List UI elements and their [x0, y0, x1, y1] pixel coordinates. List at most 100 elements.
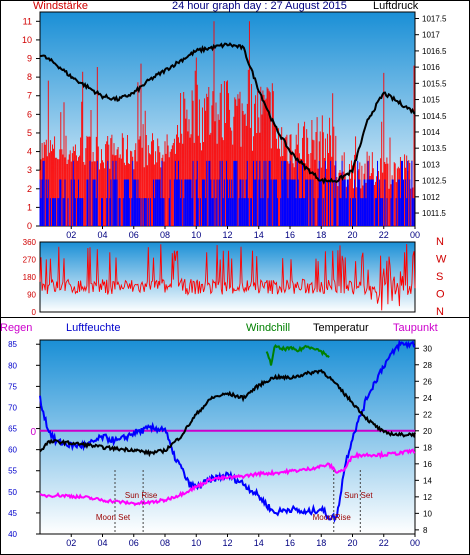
- dir-compass-label: N: [436, 236, 444, 248]
- y-left-tick-label: 11: [23, 16, 32, 26]
- x-tick-label: 08: [160, 538, 170, 548]
- temp-y-right-label: 26: [423, 377, 432, 386]
- wind-direction-line: [39, 243, 416, 311]
- y-right-tick-label: 1013.5: [422, 144, 447, 153]
- x-tick-label: 12: [222, 230, 232, 240]
- rain-zero-label: 0: [30, 427, 36, 438]
- y-right-tick-label: 1012.5: [422, 177, 447, 186]
- temp-y-left-label: 70: [8, 403, 17, 412]
- y-left-tick-label: 0: [27, 221, 32, 231]
- temp-y-left-label: 60: [8, 446, 17, 455]
- y-left-tick-label: 3: [27, 165, 32, 175]
- dir-compass-label: W: [436, 254, 447, 266]
- dir-y-tick-label: 90: [27, 291, 36, 300]
- temp-y-left-label: 55: [8, 467, 17, 476]
- x-tick-label: 22: [379, 230, 389, 240]
- temp-y-left-label: 85: [8, 340, 17, 349]
- dir-compass-label: S: [436, 271, 443, 283]
- dir-y-tick-label: 180: [23, 273, 37, 282]
- temp-y-right-label: 18: [423, 443, 432, 452]
- legend-taupunkt: Taupunkt: [393, 322, 438, 334]
- x-tick-label: 04: [97, 230, 107, 240]
- temp-y-right-label: 14: [423, 476, 432, 485]
- legend-luftfeuchte: Luftfeuchte: [66, 322, 120, 334]
- temp-y-left-label: 65: [8, 425, 17, 434]
- y-left-tick-label: 7: [27, 91, 32, 101]
- y-left-tick-label: 8: [27, 72, 32, 82]
- wind-speed-bars: [39, 160, 415, 226]
- x-tick-label: 08: [160, 230, 170, 240]
- temp-y-right-label: 30: [423, 344, 432, 353]
- temp-y-right-label: 28: [423, 361, 432, 370]
- series-windchill-line: [265, 344, 330, 366]
- temp-y-right-label: 10: [423, 509, 432, 518]
- y-right-tick-label: 1015.5: [422, 79, 447, 88]
- x-tick-label: 18: [316, 230, 326, 240]
- y-right-tick-label: 1017: [422, 31, 440, 40]
- temp-y-left-label: 40: [8, 530, 17, 539]
- temp-y-left-label: 80: [8, 361, 17, 370]
- y-right-tick-label: 1014: [422, 128, 440, 137]
- y-left-tick-label: 5: [27, 128, 32, 138]
- dir-y-tick-label: 0: [32, 308, 37, 317]
- temp-y-right-label: 8: [423, 526, 428, 535]
- x-tick-label: 02: [66, 538, 76, 548]
- x-tick-label: 20: [347, 230, 357, 240]
- x-tick-label: 14: [254, 230, 264, 240]
- x-tick-label: 18: [316, 538, 326, 548]
- temp-y-left-label: 45: [8, 509, 17, 518]
- astro-annotation: Moon Rise: [313, 513, 352, 522]
- pressure-line: [40, 42, 416, 185]
- y-right-tick-label: 1011.5: [422, 209, 446, 218]
- temp-y-right-label: 16: [423, 460, 432, 469]
- y-right-tick-label: 1013: [422, 160, 440, 169]
- y-right-tick-label: 1017.5: [422, 14, 447, 23]
- y-left-tick-label: 6: [27, 109, 32, 119]
- x-tick-label: 10: [191, 538, 201, 548]
- dir-y-tick-label: 360: [23, 238, 37, 247]
- temp-y-right-label: 12: [423, 493, 432, 502]
- series-taupunkt-line: [39, 448, 416, 507]
- legend-temperatur: Temperatur: [313, 322, 369, 334]
- y-left-tick-label: 4: [27, 147, 32, 157]
- astro-annotation: Sun Rise: [125, 491, 158, 500]
- chart-layer: 012345678910111011.510121012.510131013.5…: [8, 14, 447, 548]
- dir-compass-label: N: [436, 306, 444, 318]
- temp-y-left-label: 75: [8, 382, 17, 391]
- x-tick-label: 04: [97, 538, 107, 548]
- x-tick-label: 10: [191, 230, 201, 240]
- series-temperatur-line: [39, 368, 416, 458]
- legend-regen: Regen: [0, 322, 32, 334]
- y-right-tick-label: 1015: [422, 96, 440, 105]
- dir-y-tick-label: 270: [23, 256, 37, 265]
- temp-y-right-label: 22: [423, 410, 432, 419]
- astro-annotation: Moon Set: [96, 513, 131, 522]
- center-title: 24 hour graph day : 27 August 2015: [172, 0, 347, 12]
- dir-compass-label: O: [436, 289, 445, 301]
- y-right-tick-label: 1014.5: [422, 112, 447, 121]
- y-right-tick-label: 1016.5: [422, 47, 447, 56]
- x-tick-label: 16: [285, 538, 295, 548]
- y-right-tick-label: 1016: [422, 63, 440, 72]
- series-luftfeuchte-line: [39, 339, 416, 524]
- x-tick-label: 06: [129, 538, 139, 548]
- legend-windchill: Windchill: [246, 322, 290, 334]
- x-tick-label: 20: [347, 538, 357, 548]
- x-tick-label: 06: [129, 230, 139, 240]
- y-left-tick-label: 2: [27, 184, 32, 194]
- x-tick-label: 22: [379, 538, 389, 548]
- temp-plot-area: [39, 339, 416, 535]
- y-left-tick-label: 10: [22, 35, 32, 45]
- x-tick-label: 02: [66, 230, 76, 240]
- y-right-tick-label: 1012: [422, 193, 440, 202]
- y-left-tick-label: 1: [27, 202, 32, 212]
- left-title: Windstärke: [33, 0, 88, 12]
- astro-annotation: Sun Set: [344, 491, 373, 500]
- temp-y-left-label: 50: [8, 488, 17, 497]
- right-title: Luftdruck: [373, 0, 419, 12]
- x-tick-label: 12: [222, 538, 232, 548]
- temp-y-right-label: 20: [423, 427, 432, 436]
- x-tick-label: 16: [285, 230, 295, 240]
- temp-y-right-label: 24: [423, 394, 432, 403]
